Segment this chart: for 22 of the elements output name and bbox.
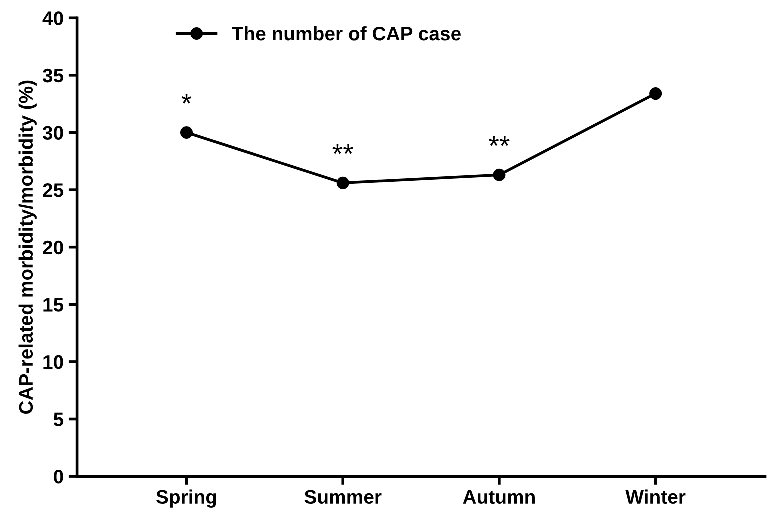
y-tick-label: 30	[42, 126, 64, 140]
y-tick-label: 15	[44, 298, 64, 312]
annotation: **	[332, 144, 354, 154]
legend-label: The number of CAP case	[232, 26, 461, 41]
x-tick-label: Spring	[156, 490, 216, 508]
y-tick-label: 5	[54, 412, 64, 426]
point	[650, 88, 662, 100]
y-tick-label: 20	[43, 240, 64, 255]
point	[180, 126, 193, 139]
x-tick-label: Autumn	[463, 490, 535, 504]
y-tick-label: 40	[42, 12, 64, 26]
y-tick-label: 25	[43, 184, 64, 198]
y-tick-label: 35	[42, 68, 64, 83]
y-tick-label: 10	[44, 355, 64, 370]
point	[493, 168, 506, 182]
y-tick-label: 0	[54, 470, 64, 484]
x-tick-label: Winter	[626, 490, 686, 504]
y-axis-title: CAP-related morbidity/morbidity (%)	[18, 80, 37, 414]
point	[336, 176, 350, 190]
annotation: **	[489, 136, 510, 146]
x-tick-label: Summer	[304, 490, 382, 504]
annotation: *	[182, 94, 192, 104]
